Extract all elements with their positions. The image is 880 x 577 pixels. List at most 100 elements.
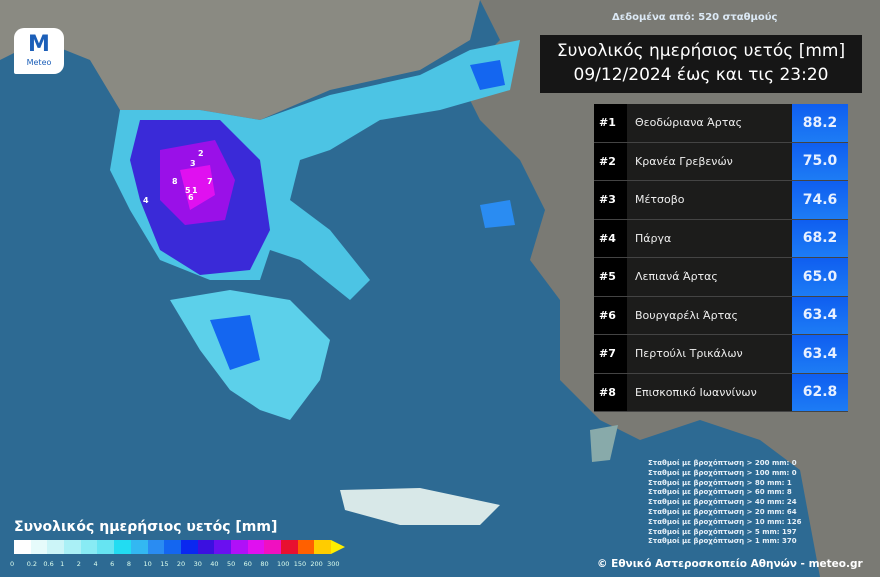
legend-tick: 300: [327, 560, 340, 568]
legend-swatch: [297, 540, 315, 554]
legend-tick: 60: [243, 560, 252, 568]
legend-tick: 15: [160, 560, 169, 568]
marker-2: 2: [198, 149, 204, 158]
legend-tick: 50: [226, 560, 236, 568]
logo-text: Meteo: [26, 58, 52, 67]
rainfall-value: 63.4: [792, 335, 848, 373]
legend-colorbar: [14, 540, 346, 554]
legend-swatch: [130, 540, 148, 554]
legend-title: Συνολικός ημερήσιος υετός [mm]: [14, 519, 278, 535]
station-name: Κρανέα Γρεβενών: [635, 154, 733, 168]
legend-swatch: [281, 540, 298, 554]
stations-note: Δεδομένα από: 520 σταθμούς: [612, 12, 778, 23]
legend-tick: 8: [126, 560, 131, 568]
legend-swatch: [14, 540, 31, 554]
rank-number: #7: [594, 335, 627, 373]
legend-tick: 30: [193, 560, 202, 568]
title-line1: Συνολικός ημερήσιος υετός [mm]: [556, 41, 846, 61]
station-name: Επισκοπικό Ιωαννίνων: [635, 385, 757, 399]
count-line: Σταθμοί με βροχόπτωση > 40 mm: 24: [648, 498, 797, 507]
marker-3: 3: [190, 159, 196, 168]
ranking-row: #4 Πάργα 68.2: [594, 219, 848, 258]
legend-tick: 80: [260, 560, 269, 568]
station-name: Πάργα: [635, 231, 672, 245]
land-greece: [110, 40, 618, 525]
rank-number: #4: [594, 219, 627, 257]
rainfall-value: 88.2: [792, 104, 848, 142]
rainfall-value: 65.0: [792, 258, 848, 296]
rainfall-value: 74.6: [792, 181, 848, 219]
title-box: Συνολικός ημερήσιος υετός [mm] 09/12/202…: [540, 35, 862, 93]
legend-swatch: [197, 540, 215, 554]
rank-number: #8: [594, 373, 627, 411]
title-line2: 09/12/2024 έως και τις 23:20: [573, 65, 829, 85]
legend-swatch: [80, 540, 98, 554]
credit: © Εθνικό Αστεροσκοπείο Αθηνών - meteo.gr: [597, 558, 863, 570]
station-markers: 2 3 8 7 5 1 6 4: [143, 149, 213, 205]
legend-tick: 0: [10, 560, 15, 568]
rainfall-value: 75.0: [792, 142, 848, 180]
station-counts: Σταθμοί με βροχόπτωση > 200 mm: 0 Σταθμοί…: [648, 459, 802, 547]
legend-tick: 4: [93, 560, 98, 568]
ranking-row: #7 Περτούλι Τρικάλων 63.4: [594, 335, 848, 374]
legend-tick: 200: [310, 560, 323, 568]
logo-mark: M: [28, 32, 50, 57]
count-line: Σταθμοί με βροχόπτωση > 1 mm: 370: [648, 537, 797, 546]
rank-number: #1: [594, 104, 627, 142]
station-name: Βουργαρέλι Άρτας: [635, 308, 738, 322]
count-line: Σταθμοί με βροχόπτωση > 60 mm: 8: [648, 488, 792, 497]
ranking-row: #2 Κρανέα Γρεβενών 75.0: [594, 142, 848, 181]
rank-number: #2: [594, 142, 627, 180]
rank-number: #3: [594, 181, 627, 219]
legend-swatch: [314, 540, 332, 554]
marker-8: 8: [172, 177, 178, 186]
count-line: Σταθμοί με βροχόπτωση > 100 mm: 0: [648, 468, 797, 477]
ranking-table: #1 Θεοδώριανα Άρτας 88.2 #2 Κρανέα Γρεβενών 7…: [594, 104, 848, 412]
legend-tick: 0.2: [26, 560, 38, 568]
ranking-row: #3 Μέτσοβο 74.6: [594, 181, 848, 220]
legend-swatch: [180, 540, 198, 554]
count-line: Σταθμοί με βροχόπτωση > 10 mm: 126: [648, 517, 802, 526]
rank-number: #5: [594, 258, 627, 296]
legend-tick: 6: [110, 560, 115, 568]
marker-6: 6: [188, 193, 194, 202]
legend-swatch: [30, 540, 48, 554]
legend-tick: 40: [210, 560, 219, 568]
ranking-row: #5 Λεπιανά Άρτας 65.0: [594, 258, 848, 297]
legend-tick: 10: [143, 560, 152, 568]
marker-5: 5: [185, 186, 191, 195]
station-name: Περτούλι Τρικάλων: [635, 347, 743, 361]
ranking-row: #1 Θεοδώριανα Άρτας 88.2: [594, 104, 848, 143]
count-line: Σταθμοί με βροχόπτωση > 200 mm: 0: [648, 459, 797, 467]
marker-7: 7: [207, 177, 213, 186]
legend-arrow: [331, 540, 346, 554]
legend-tick: 1: [60, 560, 65, 568]
rainfall-value: 63.4: [792, 296, 848, 334]
marker-4: 4: [143, 196, 149, 205]
count-line: Σταθμοί με βροχόπτωση > 5 mm: 197: [648, 527, 797, 536]
marker-1: 1: [192, 186, 198, 195]
legend-swatch: [97, 540, 115, 554]
meteo-logo: M Meteo: [14, 28, 64, 74]
legend-tick: 100: [277, 560, 290, 568]
rank-number: #6: [594, 296, 627, 334]
ranking-row: #6 Βουργαρέλι Άρτας 63.4: [594, 296, 848, 335]
legend-swatch: [247, 540, 265, 554]
count-line: Σταθμοί με βροχόπτωση > 20 mm: 64: [648, 507, 797, 516]
station-name: Θεοδώριανα Άρτας: [635, 116, 743, 130]
legend-swatch: [230, 540, 248, 554]
land-balkans: [0, 0, 480, 130]
legend-swatch: [114, 540, 131, 554]
legend-tick: 150: [293, 560, 307, 568]
legend-swatch: [47, 540, 65, 554]
rainfall-value: 62.8: [792, 373, 848, 411]
legend-swatch: [147, 540, 165, 554]
station-name: Λεπιανά Άρτας: [635, 270, 718, 284]
legend-tick: 20: [176, 560, 186, 568]
count-line: Σταθμοί με βροχόπτωση > 80 mm: 1: [648, 478, 792, 487]
legend-swatch: [164, 540, 181, 554]
legend-ticks: 0 0.2 0.6 1 2 4 6 8 10 15 20 30 40 50 60 80 100 150 200 300: [10, 560, 344, 568]
ranking-row: #8 Επισκοπικό Ιωαννίνων 62.8: [594, 373, 848, 412]
station-name: Μέτσοβο: [635, 193, 685, 207]
legend-tick: 0.6: [43, 560, 54, 568]
